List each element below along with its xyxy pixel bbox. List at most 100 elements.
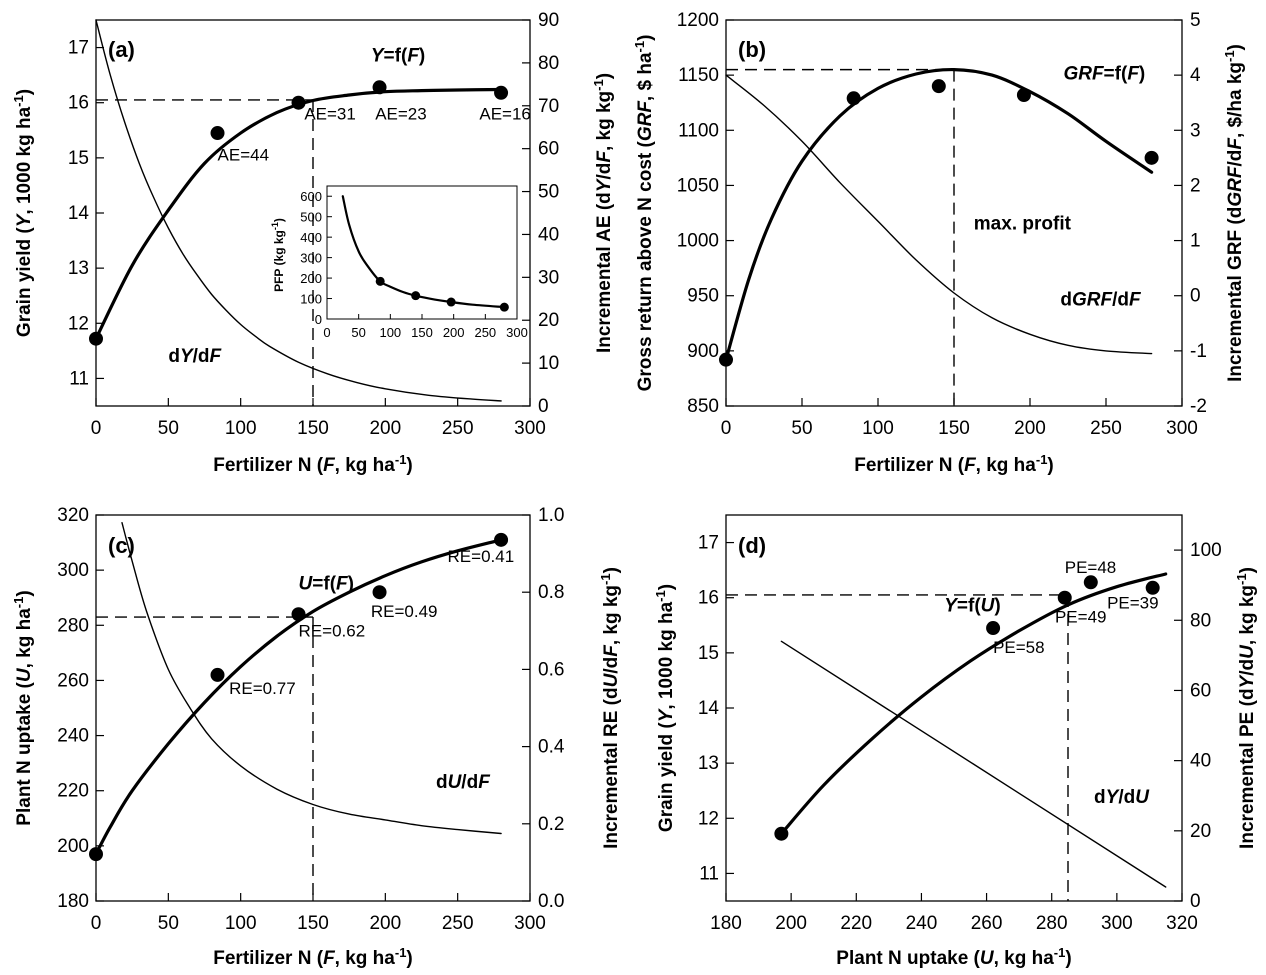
- panel-a-yaxis-tick-label: 16: [68, 93, 89, 114]
- panel-a-y2axis-tick-label: 40: [538, 224, 559, 245]
- panel-a-xaxis-tick-label: 200: [369, 418, 401, 439]
- panel-c-label: (c): [108, 533, 135, 558]
- panel-c-yaxis-tick-label: 280: [57, 615, 89, 636]
- panel-b-yaxis-tick-label: 1000: [677, 231, 719, 252]
- panel-c: 0 50 100 150 200 250 300 180 200 220 240 260 280 300 3…: [11, 505, 622, 969]
- panel-c-y2axis-tick-label: 0.8: [538, 582, 564, 603]
- panel-a-points: [89, 80, 509, 346]
- panel-a-y2axis-tick-label: 10: [538, 353, 559, 374]
- panel-a-yaxis-tick-label: 12: [68, 313, 89, 334]
- panel-c-y2axis-tick-label: 0.6: [538, 659, 564, 680]
- panel-c-yaxis-tick-label: 180: [57, 891, 89, 912]
- inset-xaxis-tick-label: 300: [506, 325, 528, 340]
- panel-d-yaxis-tick-label: 16: [698, 588, 719, 609]
- panel-b-data-point: [931, 79, 946, 94]
- panel-b-data-point: [846, 91, 861, 106]
- panel-a-xaxis-tick-label: 300: [514, 418, 546, 439]
- panel-b-xaxis-tick-label: 100: [862, 418, 894, 439]
- panel-c-y2label: Incremental RE (dU/dF, kg kg-1): [598, 567, 622, 849]
- panel-a-xlabel: Fertilizer N (F, kg ha-1): [213, 452, 413, 476]
- panel-a-y2axis-tick-label: 20: [538, 310, 559, 331]
- panel-c-xaxis-tick-label: 300: [514, 913, 546, 934]
- panel-b-xaxis-tick-label: 50: [791, 418, 812, 439]
- inset-yaxis-tick-label: 400: [300, 230, 322, 245]
- inset-xaxis-tick-label: 150: [411, 325, 433, 340]
- panel-a-yaxis-tick-label: 13: [68, 258, 89, 279]
- panel-a-y2axis-tick-label: 80: [538, 53, 559, 74]
- panel-a-y2axis-tick-label: 30: [538, 267, 559, 288]
- panel-d-xaxis-tick-label: 220: [840, 913, 872, 934]
- inset-frame: [326, 185, 518, 320]
- panel-c-series-curve: [121, 522, 502, 835]
- panel-d-data-point: [1057, 590, 1072, 605]
- panel-a-data-point: [210, 126, 225, 141]
- panel-b-y2label: Incremental GRF (dGRF/dF, $/ha kg-1): [1222, 44, 1246, 382]
- inset-yaxis-tick-label: 100: [300, 292, 322, 307]
- panel-d-xaxis-tick-label: 260: [971, 913, 1003, 934]
- panel-a-y2axis-tick-label: 60: [538, 139, 559, 160]
- panel-b-yaxis-tick-label: 1100: [678, 120, 719, 141]
- panel-c-axes: 0 50 100 150 200 250 300 180 200 220 240 260 280 300 3…: [57, 505, 565, 934]
- panel-a: 0 50 100 150 200 250 300 11 12 13 14 15 16 17 0 10 20 30 4…: [11, 10, 615, 476]
- panel-a-data-point: [89, 331, 103, 346]
- panel-c-points: [89, 532, 509, 862]
- panel-c-series-curve: [94, 538, 503, 856]
- panel-a-annotation: Y=f(F): [371, 45, 425, 66]
- panel-a-data-point: [372, 80, 387, 95]
- inset-yaxis-tick-label: 0: [315, 312, 322, 327]
- panel-c-data-point: [210, 667, 225, 682]
- panel-b-y2axis-tick-label: 2: [1190, 175, 1201, 196]
- panel-c-annotation: RE=0.49: [371, 602, 438, 621]
- panel-d-annotation: dY/dU: [1094, 787, 1150, 808]
- panel-c-xlabel: Fertilizer N (F, kg ha-1): [213, 945, 413, 969]
- panel-a-annotation: dY/dF: [168, 346, 222, 367]
- panel-c-yaxis-tick-label: 200: [57, 836, 89, 857]
- panel-d-data-point: [1083, 575, 1098, 590]
- panel-c-yaxis-tick-label: 240: [57, 726, 89, 747]
- panel-a-annotation: AE=31: [304, 104, 356, 123]
- panel-b-annotation: dGRF/dF: [1060, 290, 1142, 311]
- panel-c-ylabel: Plant N uptake (U, kg ha-1): [11, 590, 35, 825]
- panel-c-xaxis-tick-label: 0: [91, 913, 102, 934]
- panel-d-xaxis-tick-label: 200: [775, 913, 807, 934]
- panel-a-inset: 0 50 100 150 200 250 300 0 100 200 300 400 500 600 PF…: [270, 185, 528, 340]
- panel-c-annotation: dU/dF: [436, 772, 491, 793]
- panel-d-yaxis-tick-label: 15: [698, 643, 719, 664]
- panel-b-series-curve: [725, 74, 1153, 355]
- panel-a-yaxis-tick-label: 17: [68, 38, 89, 59]
- panel-b-xaxis-tick-label: 200: [1014, 418, 1046, 439]
- panel-a-y2axis-tick-label: 90: [538, 10, 559, 31]
- panel-d-annotation: PE=58: [993, 638, 1045, 657]
- panel-d-xaxis-tick-label: 320: [1166, 913, 1198, 934]
- panel-a-curves: [94, 19, 503, 402]
- panel-c-data-point: [291, 607, 306, 622]
- panel-b: 0 50 100 150 200 250 3008509009501000105011001…: [632, 10, 1246, 476]
- panel-d-annotation: PE=39: [1107, 594, 1159, 613]
- panel-c-curves: [94, 522, 503, 856]
- panel-a-xaxis-tick-label: 50: [158, 418, 179, 439]
- panel-a-axes: 0 50 100 150 200 250 300 11 12 13 14 15 16 17 0 10 20 30 4…: [68, 10, 559, 439]
- panel-a-data-point: [494, 85, 509, 100]
- panel-a-series-curve: [94, 87, 503, 341]
- panel-a-annotation: AE=16: [479, 104, 531, 123]
- panel-d: 180 200 220 240 260 280 300 320 11 12 13 14 15 16 17 0 2…: [653, 514, 1258, 969]
- panel-d-data-point: [1145, 580, 1160, 595]
- panel-c-y2axis-tick-label: 0.4: [538, 737, 565, 758]
- panel-c-xaxis-tick-label: 150: [297, 913, 329, 934]
- inset-xaxis-tick-label: 100: [379, 325, 401, 340]
- panel-a-xaxis-tick-label: 0: [91, 418, 102, 439]
- panel-b-data-point: [1144, 150, 1159, 165]
- panel-a-xaxis-tick-label: 250: [442, 418, 474, 439]
- panel-c-y2axis-tick-label: 0.0: [538, 891, 564, 912]
- panel-b-yaxis-tick-label: 1200: [677, 10, 719, 31]
- panel-b-yaxis-tick-label: 900: [687, 341, 719, 362]
- panel-d-data-point: [986, 621, 1001, 636]
- panel-c-yaxis-tick-label: 260: [57, 670, 89, 691]
- panel-d-y2axis-tick-label: 60: [1190, 680, 1211, 701]
- panel-b-yaxis-tick-label: 950: [687, 286, 719, 307]
- panel-b-yaxis-tick-label: 1050: [677, 175, 719, 196]
- panel-a-y2label: Incremental AE (dY/dF, kg kg-1): [591, 73, 615, 353]
- panel-d-yaxis-tick-label: 11: [699, 863, 719, 884]
- panel-d-y2axis-tick-label: 40: [1190, 751, 1211, 772]
- panel-b-label: (b): [738, 37, 766, 62]
